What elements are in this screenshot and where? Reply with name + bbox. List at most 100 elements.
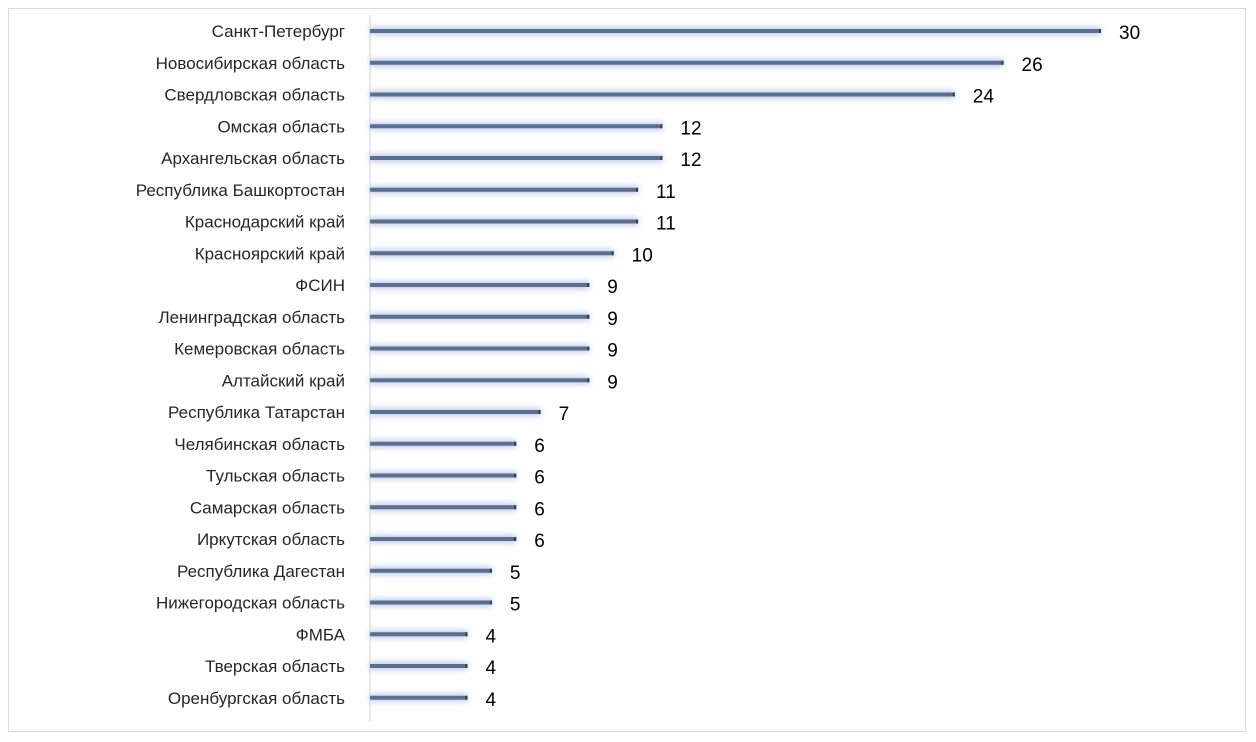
bar-row: Алтайский край 9: [222, 371, 618, 393]
data-label: 9: [607, 341, 618, 362]
bar-row: Свердловская область 24: [164, 86, 994, 108]
bar: [370, 378, 590, 383]
bar: [370, 314, 590, 319]
bar-end-cap: [1099, 29, 1101, 33]
bar: [370, 187, 639, 192]
bar-end-cap: [514, 473, 517, 478]
bar: [370, 473, 517, 478]
data-label: 24: [973, 87, 995, 108]
category-label: Нижегородская область: [156, 594, 345, 613]
bar-end-cap: [587, 346, 590, 351]
bar: [370, 410, 541, 414]
category-label: ФСИН: [295, 276, 345, 295]
data-label: 4: [485, 658, 496, 679]
data-label: 11: [656, 182, 676, 203]
category-label: ФМБА: [296, 625, 346, 644]
category-label: Республика Дагестан: [177, 562, 345, 581]
category-label: Оренбургская область: [168, 689, 345, 708]
bar: [370, 283, 590, 287]
bar-row: Ленинградская область 9: [158, 308, 617, 330]
bar: [370, 124, 663, 129]
bar-row: Самарская область 6: [190, 498, 545, 520]
data-label: 6: [534, 499, 545, 520]
category-label: Свердловская область: [164, 86, 345, 105]
data-label: 11: [656, 214, 676, 235]
bar-end-cap: [636, 187, 639, 192]
bar-row: Краснодарский край 11: [185, 213, 676, 235]
category-label: Самарская область: [190, 498, 345, 517]
bar-end-cap: [660, 124, 663, 129]
category-label: Республика Татарстан: [168, 403, 345, 422]
data-label: 12: [680, 118, 701, 139]
bar-row: Новосибирская область 26: [156, 54, 1043, 76]
bar-row: Санкт-Петербург 30: [212, 22, 1140, 44]
bar: [370, 251, 614, 256]
bar-end-cap: [465, 695, 468, 700]
bar-end-cap: [538, 410, 541, 414]
bar: [370, 537, 517, 541]
data-label: 5: [510, 563, 521, 584]
bar: [370, 600, 492, 605]
bar: [370, 695, 468, 700]
data-label: 5: [510, 595, 521, 616]
bar-end-cap: [587, 283, 590, 287]
bar-end-cap: [952, 92, 955, 97]
data-label: 10: [632, 245, 653, 266]
bar-row: ФСИН 9: [295, 276, 618, 298]
bar-row: Красноярский край 10: [195, 244, 653, 266]
category-label: Новосибирская область: [156, 54, 345, 73]
bar: [370, 441, 517, 446]
data-label: 9: [607, 277, 618, 298]
bar: [370, 156, 663, 160]
category-label: Тульская область: [206, 467, 345, 486]
category-label: Красноярский край: [195, 244, 345, 263]
bar: [370, 505, 517, 510]
data-label: 30: [1119, 23, 1140, 44]
data-label: 4: [485, 690, 496, 711]
bar: [370, 568, 492, 573]
bar-row: Архангельская область 12: [161, 149, 701, 171]
bar-chart: Санкт-Петербург 30 Новосибирская область 26…: [136, 15, 1140, 721]
data-label: 9: [607, 372, 618, 393]
category-label: Республика Башкортостан: [136, 181, 345, 200]
bar-row: Оренбургская область 4: [168, 689, 497, 711]
bar-row: Республика Татарстан 7: [168, 403, 569, 425]
category-label: Ленинградская область: [158, 308, 345, 327]
bar-end-cap: [489, 568, 492, 573]
data-label: 7: [559, 404, 570, 425]
bar: [370, 60, 1004, 65]
bar-row: Тульская область 6: [206, 467, 545, 489]
bar-row: Кемеровская область 9: [174, 340, 618, 362]
bar-end-cap: [514, 441, 517, 446]
bar-end-cap: [660, 156, 663, 160]
bar-row: Иркутская область 6: [197, 530, 545, 552]
bar-row: Нижегородская область 5: [156, 594, 520, 616]
bar: [370, 29, 1101, 33]
bar: [370, 219, 639, 224]
bar: [370, 92, 955, 97]
bar-row: Республика Дагестан 5: [177, 562, 520, 584]
data-label: 6: [534, 468, 545, 489]
bar-end-cap: [587, 378, 590, 383]
bar-end-cap: [611, 251, 614, 256]
bar-row: Омская область 12: [217, 117, 701, 139]
bar: [370, 346, 590, 351]
bar-row: ФМБА 4: [296, 625, 497, 647]
data-label: 6: [534, 531, 545, 552]
chart-frame: Санкт-Петербург 30 Новосибирская область 26…: [8, 8, 1246, 732]
category-label: Кемеровская область: [174, 340, 345, 359]
bar-end-cap: [489, 600, 492, 605]
bar: [370, 664, 468, 668]
data-label: 12: [680, 150, 701, 171]
data-label: 6: [534, 436, 545, 457]
category-label: Иркутская область: [197, 530, 345, 549]
bar-row: Челябинская область 6: [174, 435, 544, 457]
bar: [370, 632, 468, 637]
data-label: 9: [607, 309, 618, 330]
bar-end-cap: [514, 537, 517, 541]
category-label: Санкт-Петербург: [212, 22, 345, 41]
category-label: Алтайский край: [222, 371, 345, 390]
data-label: 4: [485, 626, 496, 647]
category-label: Челябинская область: [174, 435, 345, 454]
bar-end-cap: [636, 219, 639, 224]
